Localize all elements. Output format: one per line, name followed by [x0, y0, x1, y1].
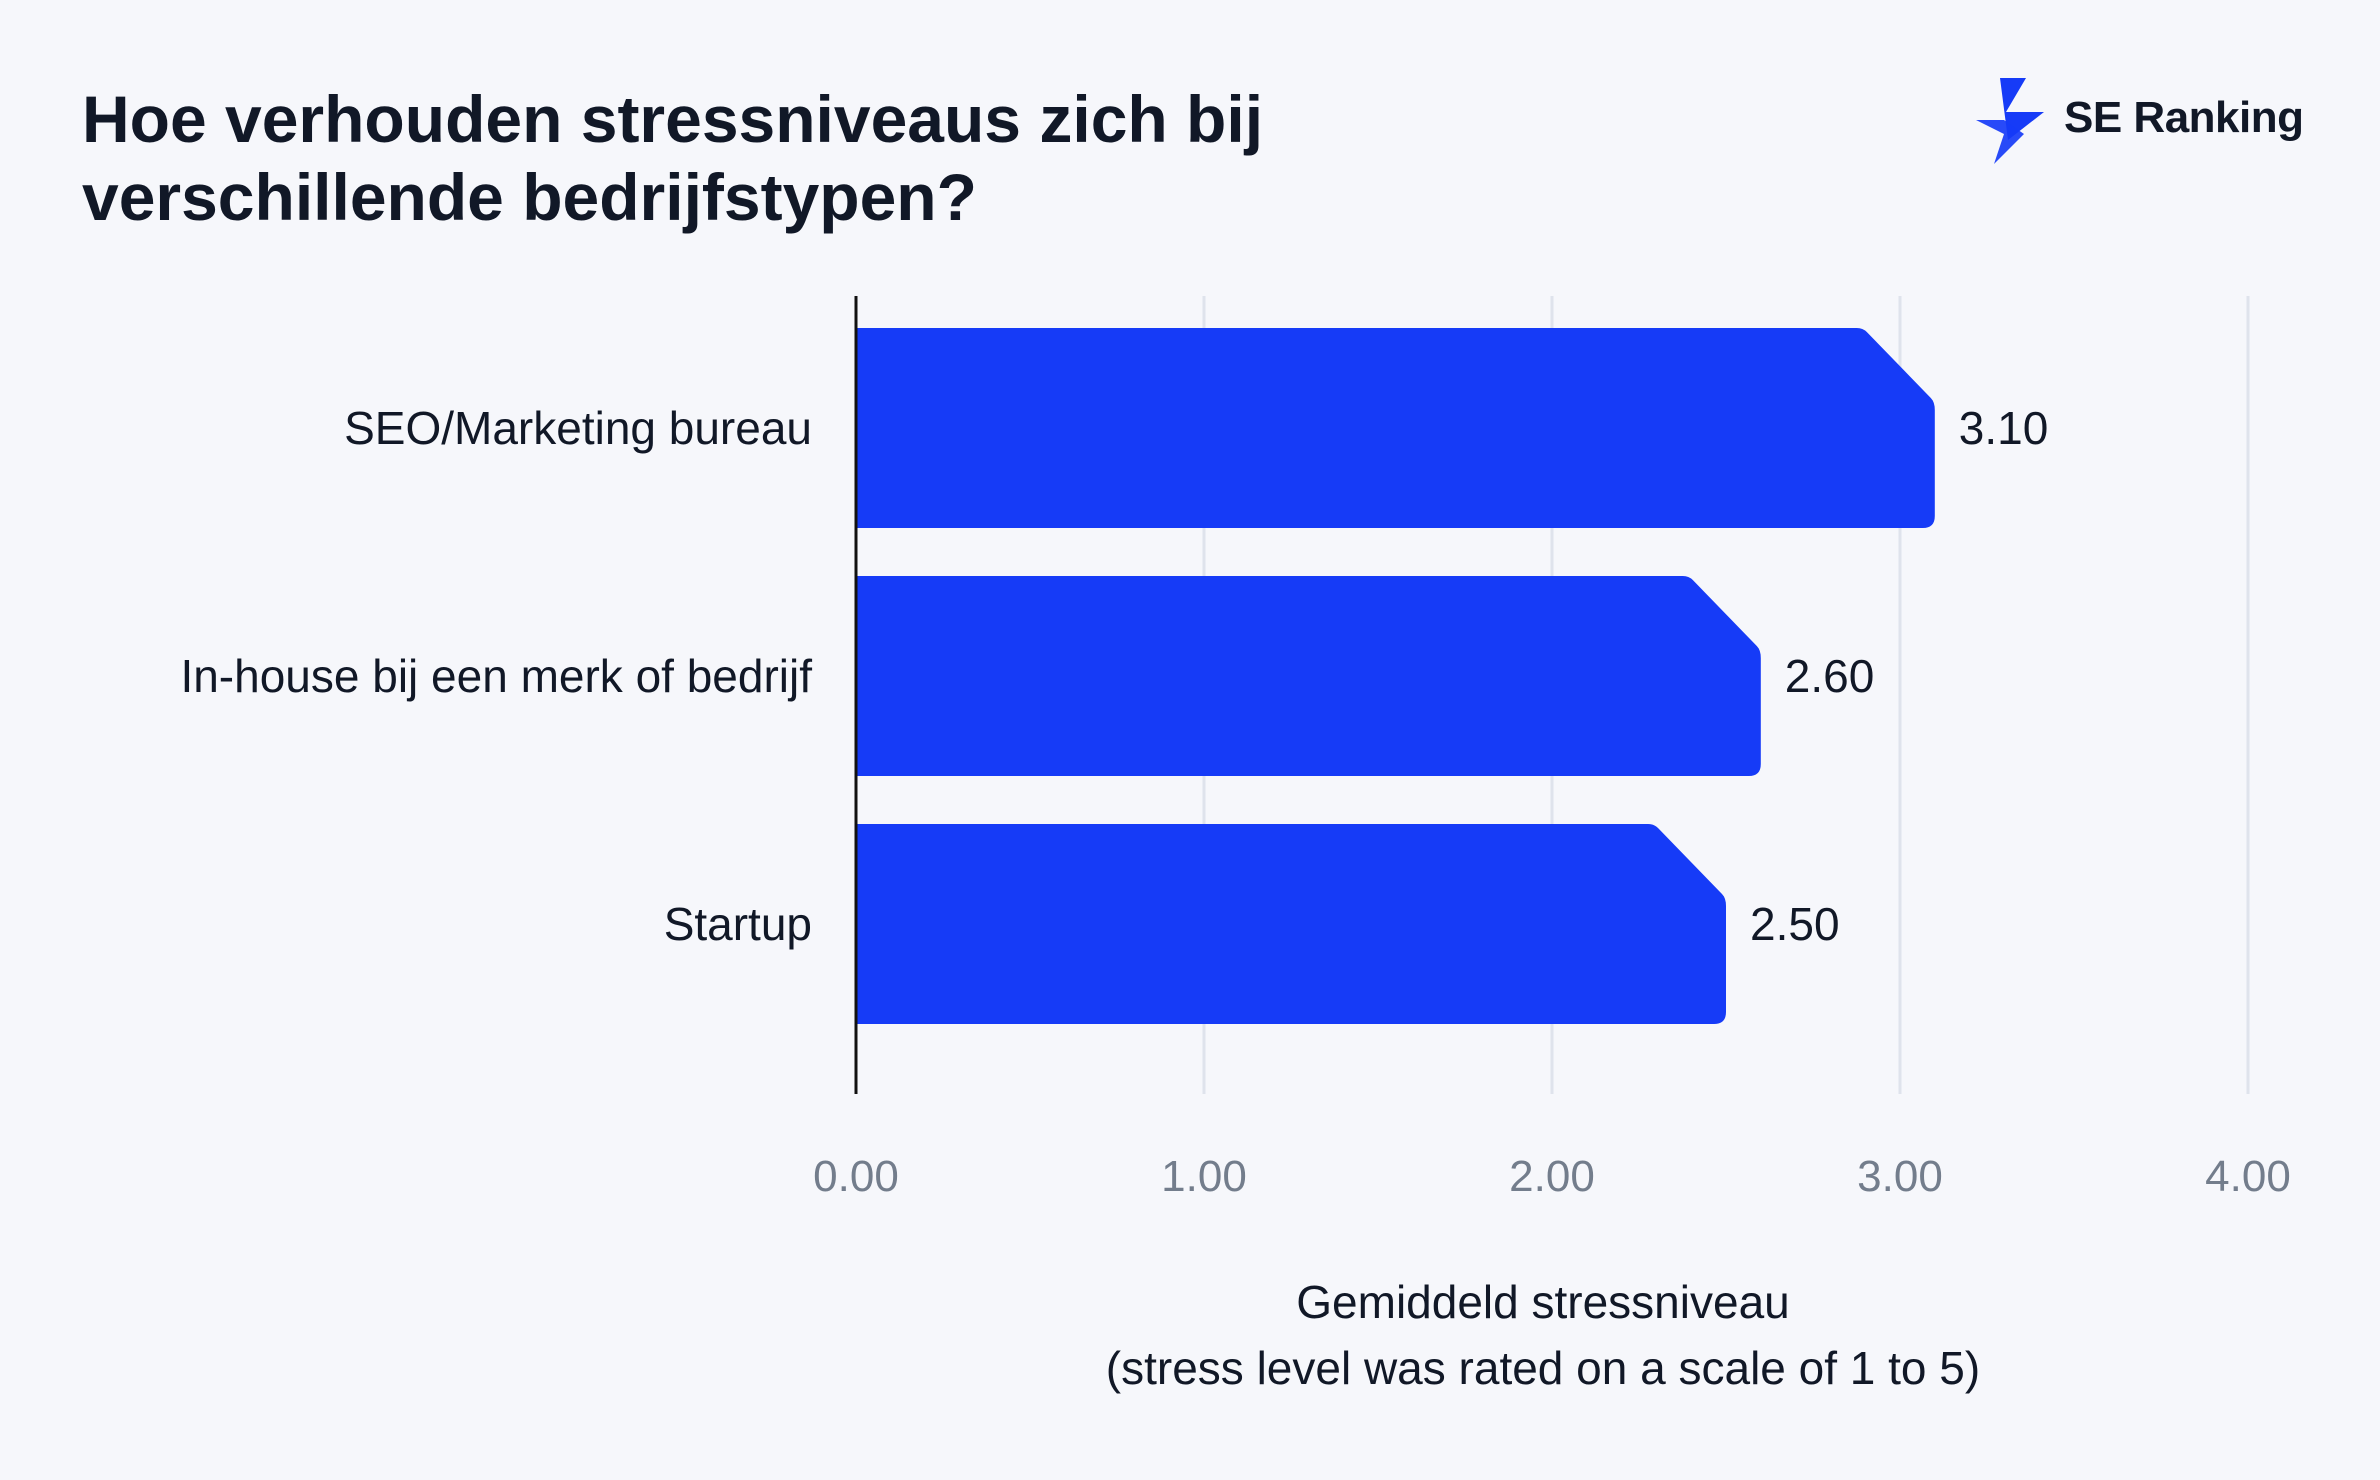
chart-title-line-1: Hoe verhouden stressniveaus zich bij [82, 82, 1264, 156]
category-label: Startup [664, 898, 812, 950]
category-label: In-house bij een merk of bedrijf [180, 650, 812, 702]
value-labels: 3.10 2.60 2.50 [1750, 402, 2048, 950]
category-labels: SEO/Marketing bureau In-house bij een mer… [180, 402, 812, 950]
brand-name: SE Ranking [2064, 93, 2304, 142]
x-tick-label: 0.00 [813, 1152, 899, 1201]
value-label: 2.60 [1785, 650, 1875, 702]
bars [856, 328, 1935, 1024]
lightning-bolt-icon [1976, 78, 2044, 164]
x-tick-labels: 0.00 1.00 2.00 3.00 4.00 [813, 1152, 2291, 1201]
x-tick-label: 3.00 [1857, 1152, 1943, 1201]
brand-logo: SE Ranking [1970, 78, 2310, 164]
category-label: SEO/Marketing bureau [344, 402, 812, 454]
bar [856, 824, 1726, 1024]
x-tick-label: 1.00 [1161, 1152, 1247, 1201]
x-axis-title-line-2: (stress level was rated on a scale of 1 … [1106, 1342, 1980, 1394]
x-tick-label: 4.00 [2205, 1152, 2291, 1201]
x-tick-label: 2.00 [1509, 1152, 1595, 1201]
value-label: 2.50 [1750, 898, 1840, 950]
value-label: 3.10 [1959, 402, 2049, 454]
bar [856, 576, 1761, 776]
chart-title-line-2: verschillende bedrijfstypen? [82, 160, 977, 234]
x-axis-title-line-1: Gemiddeld stressniveau [1296, 1276, 1789, 1328]
chart-title: Hoe verhouden stressniveaus zich bij ver… [82, 80, 1482, 236]
bar [856, 328, 1935, 528]
